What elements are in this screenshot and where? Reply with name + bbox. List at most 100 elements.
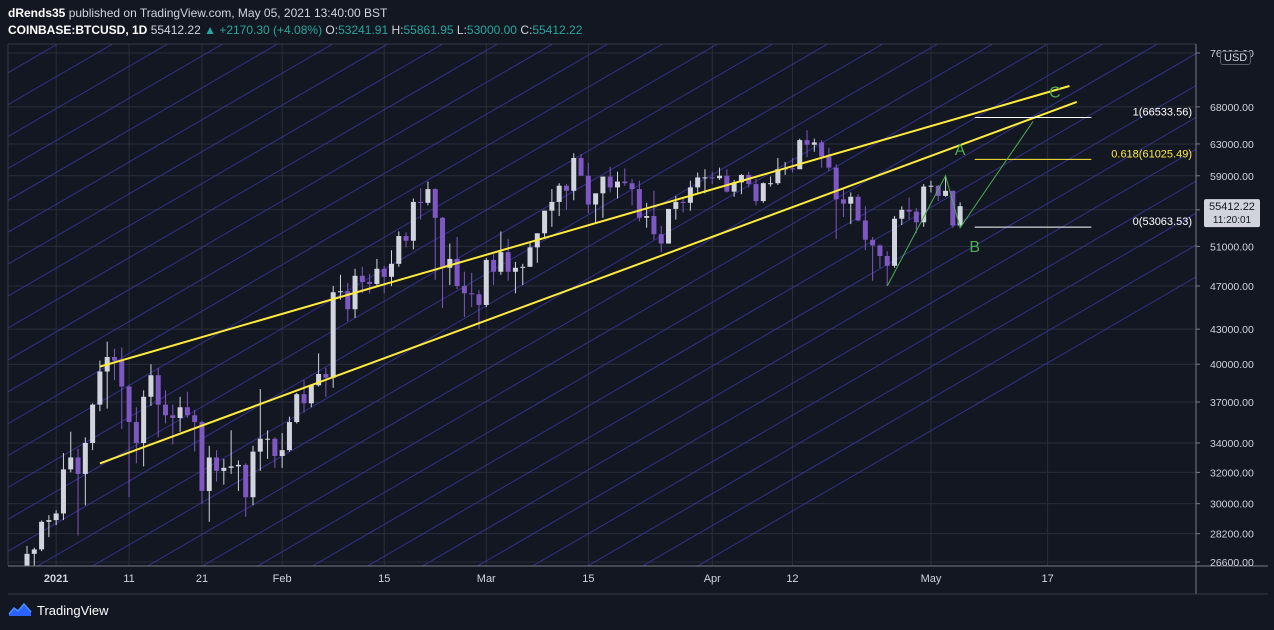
channel-lines[interactable]: [99, 85, 1078, 465]
candle-body: [921, 186, 927, 223]
candle-body: [738, 174, 744, 183]
candle-body: [235, 464, 241, 467]
low-label: L:: [456, 23, 467, 37]
candle-body: [899, 209, 905, 219]
x-tick-label: Mar: [477, 573, 496, 585]
candle-body: [359, 275, 365, 282]
candle-body: [141, 396, 147, 443]
fan-line: [8, 44, 169, 138]
fan-line: [696, 276, 1196, 566]
fan-line: [146, 44, 1049, 566]
candle-body: [330, 292, 336, 378]
candle-body: [943, 190, 949, 196]
candle-body: [760, 183, 766, 202]
fan-line: [8, 44, 59, 74]
candle-body: [97, 371, 103, 405]
low-value: 53000.00: [466, 23, 517, 37]
y-tick-label: 51000.00: [1210, 241, 1254, 253]
x-tick-label: 12: [786, 573, 798, 585]
candle-body: [906, 209, 912, 212]
last-price: 55412.22: [150, 23, 201, 37]
candle-body: [578, 158, 584, 176]
fan-line: [256, 44, 1159, 566]
candle-body: [505, 252, 511, 272]
candle-body: [629, 183, 635, 190]
candle-body: [724, 175, 730, 192]
candle-body: [644, 216, 650, 218]
candle-body: [870, 239, 876, 246]
candle-body: [651, 216, 657, 235]
candle-body: [410, 201, 416, 241]
candle-body: [673, 201, 679, 209]
candle-body: [133, 422, 139, 443]
x-tick-label: 11: [123, 573, 134, 585]
candle-body: [789, 168, 795, 170]
candle-body: [148, 375, 154, 397]
fan-line: [8, 44, 114, 106]
change-arrow: ▲: [204, 23, 216, 37]
fan-line: [641, 244, 1196, 566]
brand-label[interactable]: TradingView: [37, 602, 109, 618]
y-tick-label: 30000.00: [1210, 499, 1254, 511]
y-tick-label: 37000.00: [1210, 397, 1254, 409]
candle-body: [155, 375, 161, 405]
fan-line: [8, 44, 389, 265]
fan-line: [476, 148, 1196, 566]
candle-body: [279, 450, 285, 457]
y-tick-label: 26600.00: [1210, 557, 1254, 569]
candle-body: [454, 258, 460, 287]
candle-body: [461, 286, 467, 294]
candle-body: [913, 211, 919, 223]
candle-body: [68, 457, 74, 470]
candle-body: [680, 201, 686, 203]
candle-body: [622, 181, 628, 184]
x-tick-label: Feb: [273, 573, 292, 585]
currency-badge[interactable]: USD: [1220, 51, 1252, 65]
change-value: +2170.30 (+4.08%): [219, 23, 323, 37]
author-name[interactable]: dRends35: [8, 6, 66, 20]
candle-body: [111, 356, 117, 361]
candle-body: [563, 185, 569, 191]
y-tick-label: 43000.00: [1210, 324, 1254, 336]
fan-line: [201, 44, 1104, 566]
candle-body: [381, 268, 387, 277]
candle-body: [199, 422, 205, 491]
candle-body: [542, 210, 548, 234]
candle-body: [301, 394, 307, 404]
tradingview-logo-icon: [8, 602, 32, 616]
wave-path[interactable]: A B C: [886, 85, 1061, 287]
fan-line: [366, 84, 1196, 566]
candle-body: [797, 140, 803, 170]
candle-body: [892, 218, 898, 266]
candle-body: [184, 407, 190, 416]
candle-body: [403, 236, 409, 241]
candle-body: [272, 438, 278, 457]
candle-body: [374, 268, 380, 284]
symbol-label[interactable]: COINBASE:BTCUSD, 1D: [8, 23, 148, 37]
wave-line: [886, 121, 1034, 287]
candle-body: [316, 373, 322, 386]
y-tick-label: 34000.00: [1210, 438, 1254, 450]
candle-body: [775, 169, 781, 184]
candle-body: [695, 177, 701, 188]
y-tick-label: 40000.00: [1210, 359, 1254, 371]
close-value: 55412.22: [532, 23, 583, 37]
candle-body: [877, 245, 883, 257]
candle-body: [666, 208, 672, 244]
candle-body: [512, 267, 518, 272]
x-tick-label: 17: [1041, 573, 1053, 585]
candle-body: [214, 457, 220, 471]
fib-extension[interactable]: 1(66533.56) 0.618(61025.49) 0(53063.53): [974, 106, 1192, 228]
candle-body: [126, 386, 132, 423]
candle-body: [425, 189, 431, 203]
candle-body: [476, 294, 482, 305]
countdown-label: 11:20:01: [1213, 215, 1252, 226]
candle-body: [119, 360, 125, 387]
candle-body: [768, 183, 774, 185]
fan-line: [8, 44, 719, 457]
x-tick-label: May: [921, 573, 942, 585]
fan-line: [8, 44, 774, 489]
candle-body: [819, 142, 825, 157]
fan-line: [8, 44, 334, 233]
